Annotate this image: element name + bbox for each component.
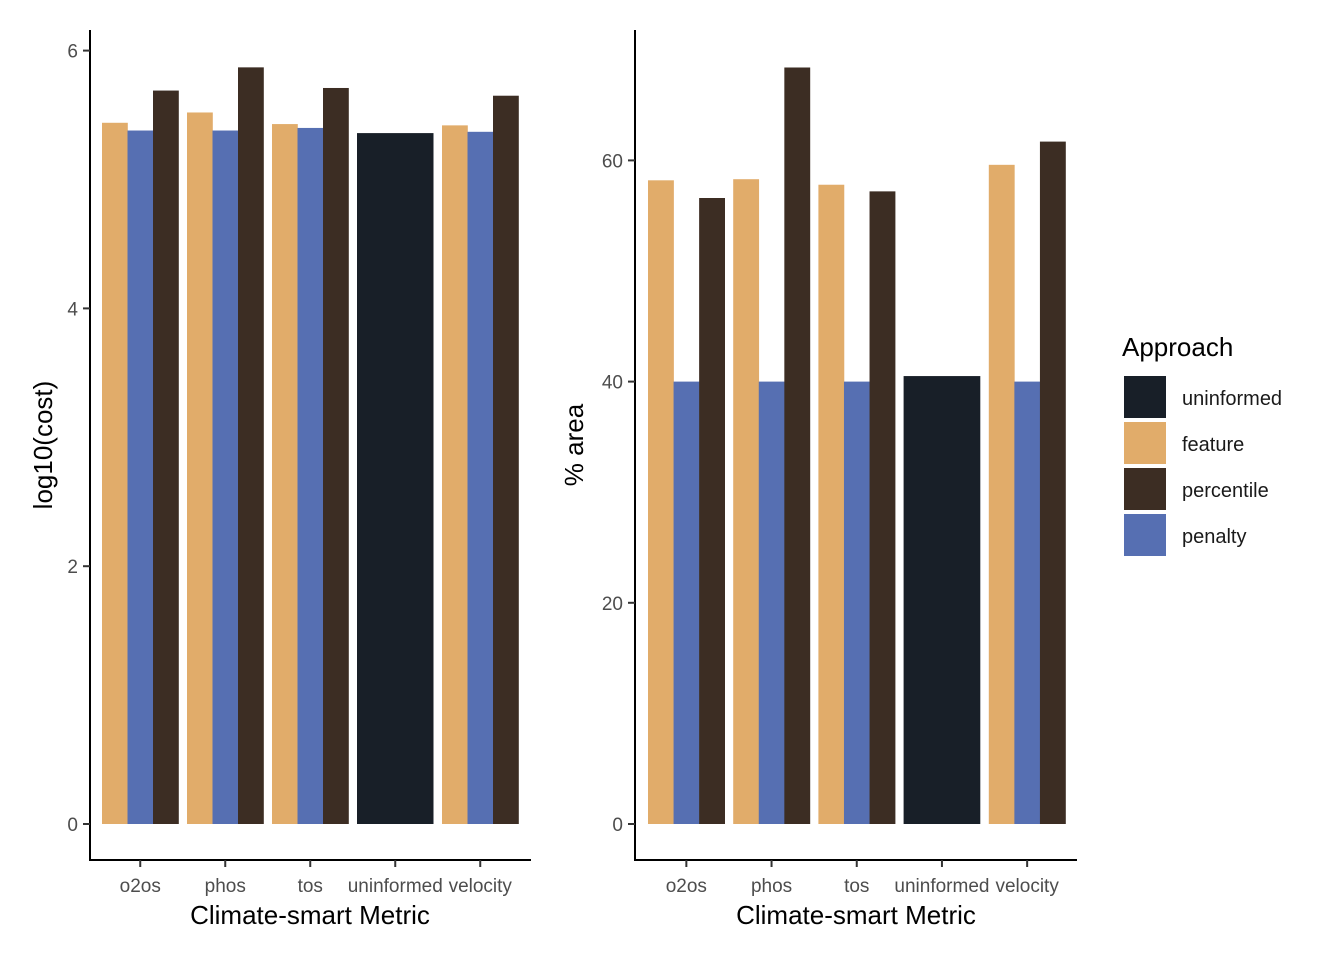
legend-key-feature <box>1124 422 1166 464</box>
bar-percentile-o2os <box>699 198 725 824</box>
y-tick-label: 6 <box>67 42 78 63</box>
y-tick-label: 40 <box>602 373 623 394</box>
bar-percentile-phos <box>784 67 811 825</box>
x-tick-label-uninformed: uninformed <box>348 876 443 897</box>
bar-percentile-tos <box>869 191 896 825</box>
x-tick-label-uninformed: uninformed <box>894 876 989 897</box>
bar-penalty-o2os <box>127 130 154 824</box>
x-tick-label-o2os: o2os <box>666 876 707 897</box>
legend-label-uninformed: uninformed <box>1182 388 1282 410</box>
bar-feature-phos <box>733 179 760 824</box>
x-tick-label-phos: phos <box>205 876 246 897</box>
x-tick-label-tos: tos <box>298 876 323 897</box>
y-axis-title: log10(cost) <box>28 381 58 510</box>
y-tick-label: 20 <box>602 594 623 615</box>
legend-label-feature: feature <box>1182 434 1244 456</box>
y-tick-label: 2 <box>67 557 78 578</box>
bar-feature-o2os <box>648 180 674 825</box>
bar-penalty-o2os <box>673 381 700 824</box>
bar-percentile-velocity <box>493 95 519 825</box>
x-axis-title: Climate-smart Metric <box>736 900 976 930</box>
x-axis-title: Climate-smart Metric <box>190 900 430 930</box>
y-tick-label: 0 <box>67 815 78 836</box>
bar-penalty-velocity <box>467 131 494 824</box>
legend: Approach uninformed feature percentile p… <box>1122 332 1282 556</box>
x-tick-label-phos: phos <box>751 876 792 897</box>
legend-title: Approach <box>1122 332 1233 362</box>
legend-key-penalty <box>1124 514 1166 556</box>
bar-percentile-velocity <box>1039 141 1066 824</box>
y-tick-label: 60 <box>602 151 623 172</box>
x-tick-label-velocity: velocity <box>449 876 513 897</box>
y-tick-label: 0 <box>612 815 623 836</box>
bar-feature-tos <box>272 124 298 824</box>
legend-key-uninformed <box>1124 376 1166 418</box>
bar-percentile-o2os <box>153 90 179 824</box>
legend-label-penalty: penalty <box>1182 526 1247 548</box>
bar-penalty-phos <box>758 381 785 824</box>
bar-percentile-phos <box>238 67 264 825</box>
bar-feature-tos <box>818 184 845 824</box>
x-tick-label-o2os: o2os <box>120 876 161 897</box>
bar-penalty-velocity <box>1014 381 1041 824</box>
legend-label-percentile: percentile <box>1182 480 1269 502</box>
bar-feature-phos <box>187 112 213 825</box>
y-tick-label: 4 <box>67 299 78 320</box>
x-tick-label-tos: tos <box>844 876 869 897</box>
bar-uninformed-uninformed <box>903 376 981 824</box>
area-panel: 0 20 40 60 o2os phos tos uninformed velocity Clim… <box>559 30 1077 930</box>
y-axis-title: % area <box>559 403 589 486</box>
bar-penalty-tos <box>297 127 324 824</box>
bar-penalty-phos <box>212 130 239 824</box>
bar-feature-velocity <box>442 125 468 824</box>
bar-feature-velocity <box>988 164 1015 825</box>
bar-uninformed-uninformed <box>357 133 434 824</box>
bar-penalty-tos <box>843 381 870 824</box>
bar-feature-o2os <box>102 122 128 824</box>
x-tick-label-velocity: velocity <box>995 876 1059 897</box>
legend-key-percentile <box>1124 468 1166 510</box>
bar-percentile-tos <box>323 87 349 824</box>
cost-panel: 0 2 4 6 o2os phos tos uninformed velocity Climate… <box>28 30 531 930</box>
